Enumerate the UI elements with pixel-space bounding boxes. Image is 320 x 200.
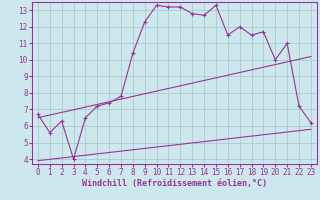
X-axis label: Windchill (Refroidissement éolien,°C): Windchill (Refroidissement éolien,°C) <box>82 179 267 188</box>
